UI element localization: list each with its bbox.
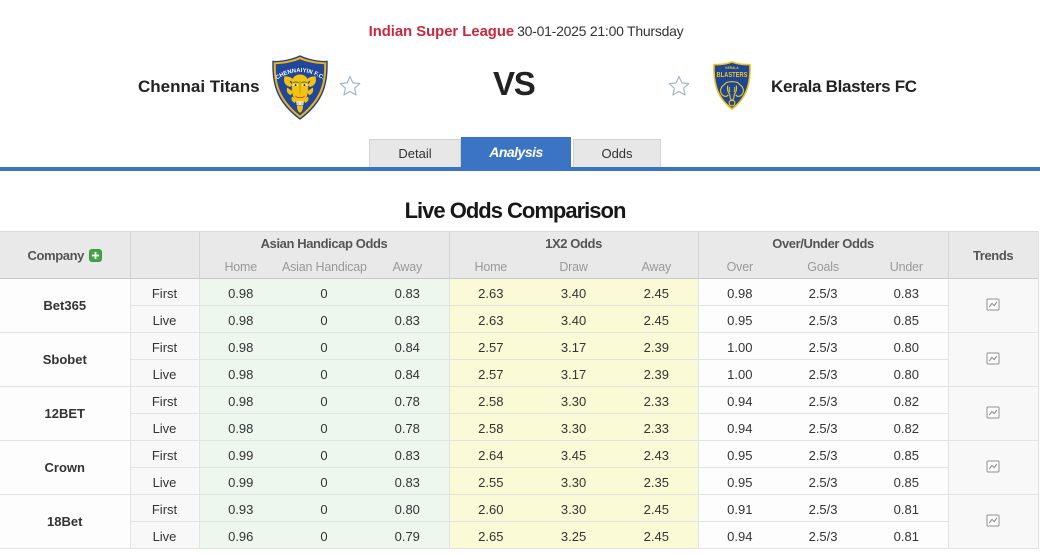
svg-text:BLASTERS: BLASTERS	[717, 70, 748, 79]
svg-text:KERALA: KERALA	[725, 66, 739, 70]
